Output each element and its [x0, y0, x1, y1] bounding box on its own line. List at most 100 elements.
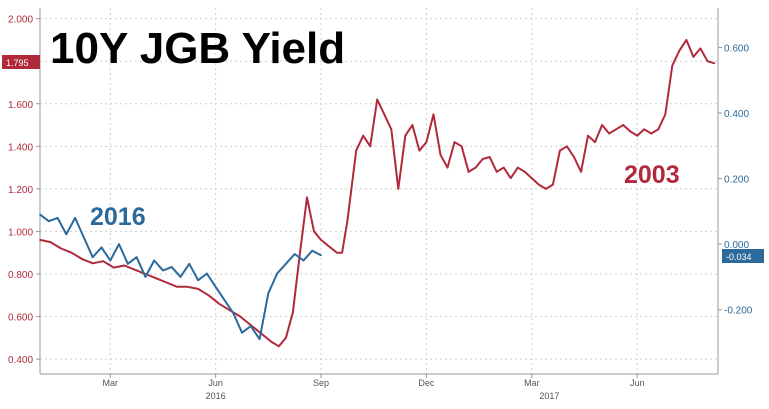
data-point-2016	[144, 276, 147, 278]
data-point-2016	[74, 217, 76, 219]
data-point-2016	[188, 263, 191, 265]
x-tick-label: Sep	[313, 378, 329, 388]
data-point-2003	[376, 98, 379, 101]
data-point-2003	[678, 49, 681, 52]
left-tick-label: 0.600	[8, 313, 33, 324]
data-point-2003	[362, 134, 364, 137]
data-point-2016	[241, 331, 243, 334]
data-point-2003	[713, 62, 716, 65]
data-point-2003	[336, 251, 338, 254]
data-point-2003	[341, 251, 343, 254]
data-point-2003	[692, 56, 695, 58]
data-point-2003	[186, 285, 189, 288]
data-point-2003	[411, 124, 414, 126]
data-point-2003	[516, 166, 519, 169]
data-point-2016	[65, 233, 68, 236]
x-year-label: 2016	[206, 391, 226, 401]
data-point-2003	[390, 128, 393, 131]
right-axis-ticks: 0.600 0.400 0.200 0.000 -0.200	[718, 43, 753, 317]
data-point-2016	[311, 249, 314, 252]
data-point-2003	[346, 219, 349, 222]
data-point-2003	[460, 145, 463, 148]
data-point-2003	[523, 171, 526, 173]
data-point-2003	[239, 315, 242, 318]
data-point-2016	[47, 220, 50, 222]
data-point-2003	[509, 177, 512, 180]
data-point-2016	[109, 259, 112, 262]
data-point-2003	[580, 171, 582, 173]
data-point-2003	[531, 177, 533, 180]
right-tick-label: 0.400	[724, 109, 749, 120]
data-point-2016	[39, 213, 41, 216]
data-point-2016	[56, 217, 59, 219]
data-point-2003	[397, 188, 400, 190]
left-last-value-tag: 1.795	[2, 55, 40, 69]
data-point-2016	[206, 272, 208, 275]
data-point-2003	[70, 251, 73, 254]
data-point-2016	[135, 256, 138, 259]
right-tick-label: 0.600	[724, 43, 749, 54]
left-tick-label: 1.400	[8, 142, 33, 153]
data-point-2003	[285, 337, 287, 339]
data-point-2003	[474, 166, 477, 169]
data-point-2003	[39, 239, 41, 241]
data-point-2003	[313, 230, 315, 233]
data-point-2016	[91, 256, 94, 259]
right-tick-label: -0.200	[724, 306, 753, 317]
data-point-2003	[112, 266, 115, 269]
data-point-2016	[293, 253, 296, 255]
right-tag-text: -0.034	[726, 252, 752, 262]
series-label-2003: 2003	[624, 161, 680, 189]
data-point-2003	[404, 134, 407, 137]
data-point-2016	[197, 279, 199, 282]
left-tick-label: 0.800	[8, 270, 33, 281]
data-point-2003	[306, 196, 308, 199]
data-point-2003	[699, 47, 702, 50]
data-point-2003	[622, 124, 624, 126]
data-point-2016	[214, 285, 217, 288]
series-label-2016: 2016	[90, 203, 146, 231]
data-point-2003	[601, 124, 603, 126]
data-point-2003	[545, 188, 547, 190]
data-point-2016	[179, 276, 182, 278]
x-year-label: 2017	[539, 391, 559, 401]
data-point-2003	[325, 243, 328, 245]
data-point-2016	[258, 338, 261, 341]
data-point-2003	[207, 294, 210, 297]
data-point-2003	[636, 134, 639, 137]
data-point-2003	[629, 130, 631, 133]
x-axis-ticks: Mar Jun Sep Dec Mar Jun 2016 2017	[103, 374, 645, 401]
data-point-2003	[134, 268, 136, 271]
data-point-2003	[453, 141, 456, 143]
data-point-2016	[267, 292, 270, 295]
data-point-2003	[355, 149, 357, 152]
data-point-2003	[481, 158, 484, 160]
data-point-2016	[83, 236, 85, 239]
data-point-2003	[615, 128, 617, 131]
right-last-value-tag: -0.034	[722, 249, 764, 263]
right-tick-label: 0.200	[724, 175, 749, 186]
data-point-2003	[60, 247, 62, 250]
x-tick-label: Jun	[208, 378, 223, 388]
left-tick-label: 1.000	[8, 227, 33, 238]
data-point-2003	[218, 302, 220, 305]
left-tick-label: 1.200	[8, 185, 33, 196]
data-point-2016	[100, 246, 103, 249]
data-point-2003	[643, 128, 646, 131]
data-point-2003	[559, 149, 561, 152]
data-point-2003	[123, 264, 126, 267]
x-tick-label: Mar	[103, 378, 119, 388]
x-tick-label: Jun	[630, 378, 645, 388]
left-tag-bg	[2, 55, 40, 69]
data-point-2003	[278, 345, 280, 348]
data-point-2016	[118, 243, 120, 245]
chart-title: 10Y JGB Yield	[50, 24, 345, 73]
left-tick-label: 2.000	[8, 15, 33, 26]
data-point-2003	[425, 141, 428, 143]
left-tag-text: 1.795	[6, 58, 29, 68]
data-point-2016	[153, 259, 155, 262]
data-point-2003	[664, 113, 667, 116]
data-point-2003	[197, 288, 199, 290]
data-point-2003	[165, 281, 168, 284]
